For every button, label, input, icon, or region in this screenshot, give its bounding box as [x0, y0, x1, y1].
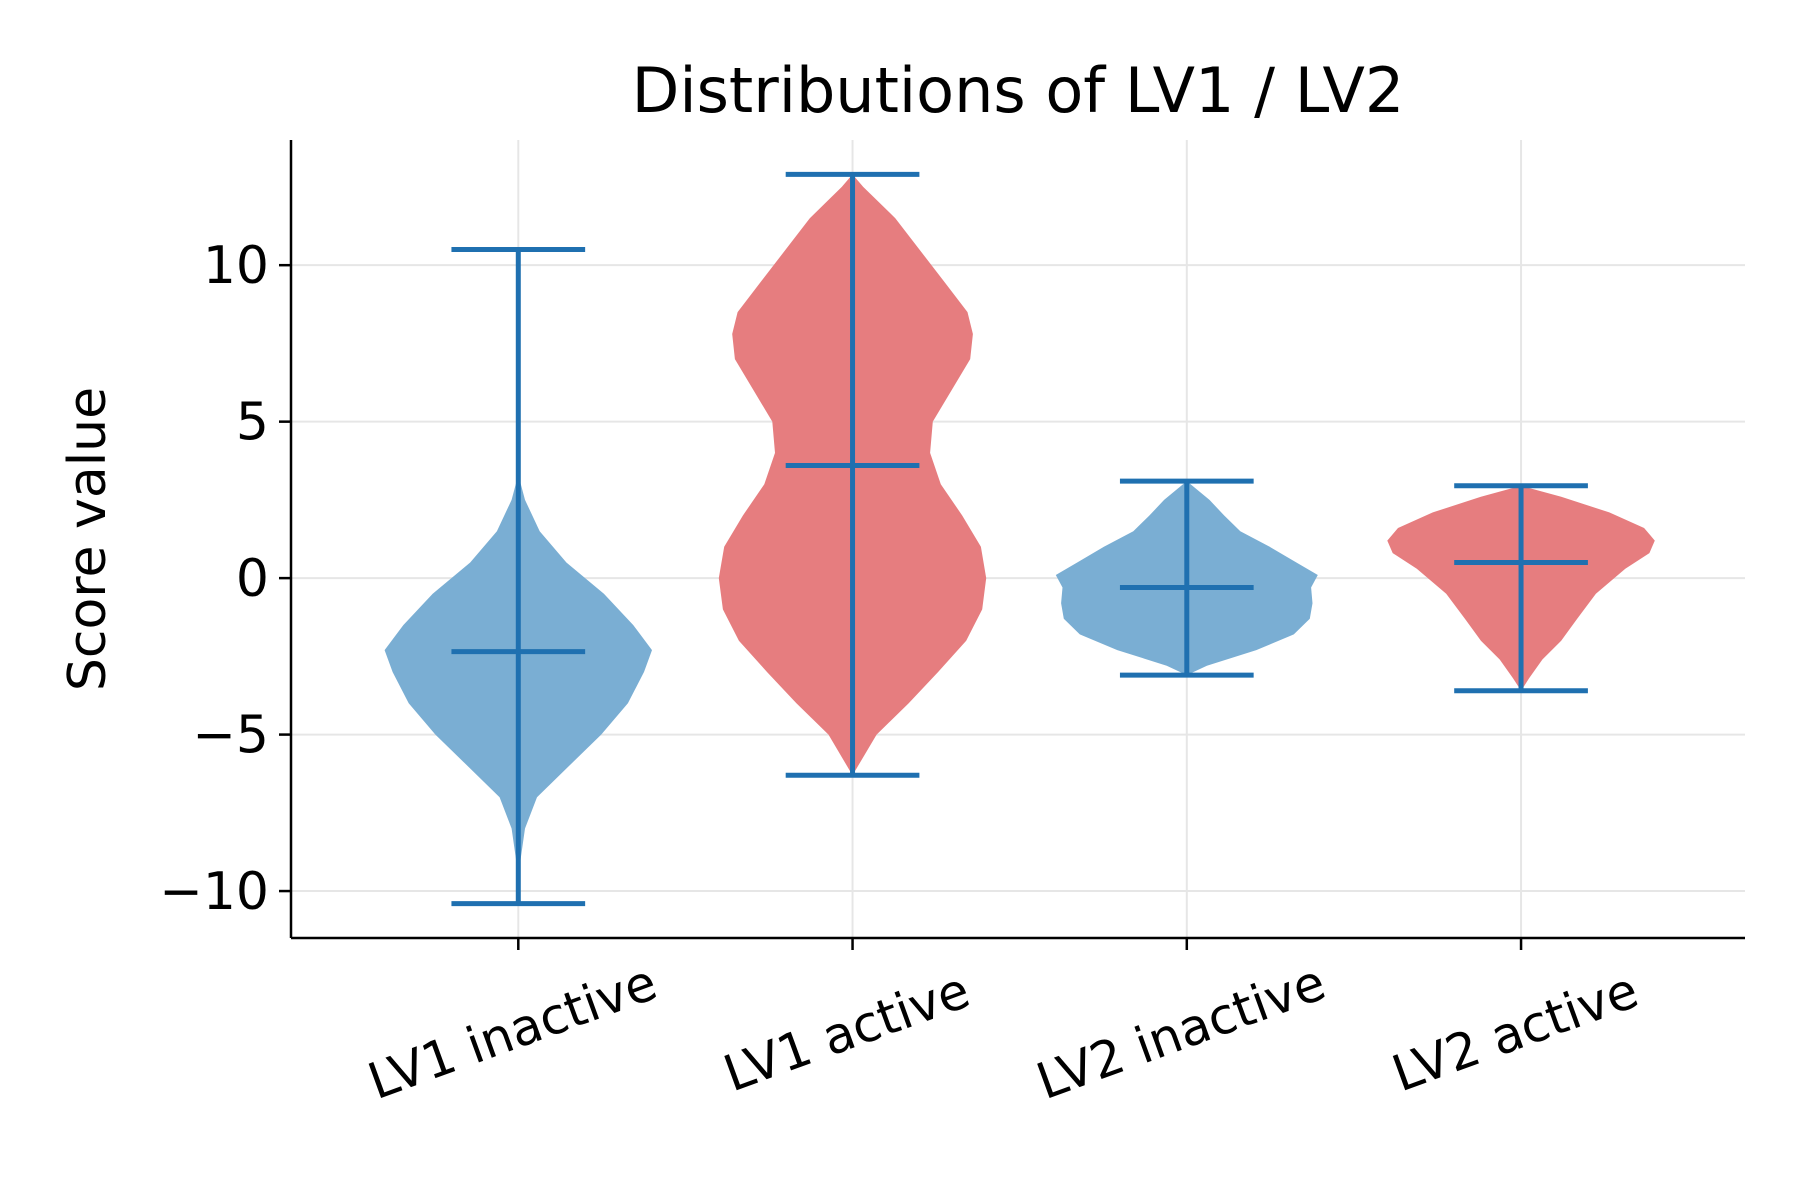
violin-group [1387, 483, 1655, 694]
violin-group [384, 247, 652, 907]
axes [289, 140, 1745, 940]
y-tick-label: 5 [236, 393, 269, 453]
y-tick-label: 10 [203, 236, 269, 296]
x-ticks: LV1 inactive LV1 active LV2 inactive LV2 ac… [361, 938, 1646, 1111]
x-tick-label: LV2 active [1385, 961, 1646, 1103]
y-axis-label: Score value [58, 387, 118, 691]
x-tick-label: LV1 active [716, 961, 977, 1103]
x-tick-label: LV2 inactive [1029, 953, 1332, 1111]
violins [384, 171, 1655, 907]
violin-group [718, 171, 987, 778]
violin-group [1055, 478, 1318, 678]
chart-title: Distributions of LV1 / LV2 [632, 54, 1405, 127]
y-tick-label: 0 [236, 549, 269, 609]
y-tick-label: −5 [192, 706, 269, 766]
x-tick-label: LV1 inactive [361, 953, 664, 1111]
y-tick-label: −10 [159, 862, 269, 922]
y-ticks: −10 −5 0 5 10 [159, 236, 291, 922]
